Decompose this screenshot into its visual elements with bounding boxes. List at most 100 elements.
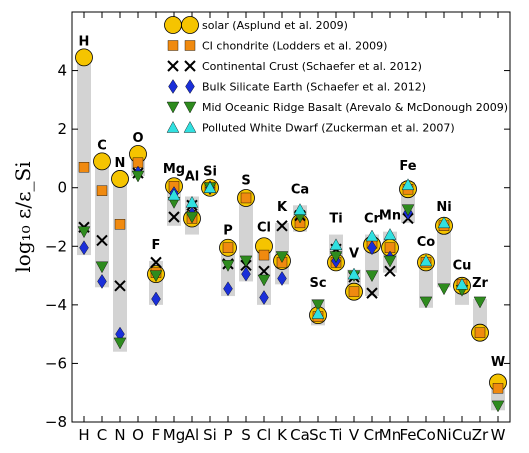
element-label-o: O (132, 131, 143, 146)
point-triangle-down-co (419, 296, 433, 309)
point-x-k (276, 220, 288, 232)
point-triangle-up-mg (167, 188, 181, 201)
x-tick-label-ti: Ti (329, 426, 343, 444)
point-triangle-down-cl (257, 274, 271, 287)
x-tick-label-fe: Fe (399, 426, 416, 444)
point-diamond-h (79, 240, 89, 256)
x-tick-label-cu: Cu (452, 426, 472, 444)
x-tick-label-co: Co (416, 426, 436, 444)
element-label-c: C (97, 138, 107, 153)
point-x-mn (384, 265, 396, 277)
point-triangle-up-v (347, 267, 361, 280)
point-triangle-down-mn (383, 255, 397, 268)
point-x-f (150, 256, 162, 269)
legend-marker (166, 121, 180, 133)
point-triangle-up-ni (437, 216, 451, 229)
x-tick-label-cr: Cr (364, 426, 381, 444)
legend-entry-1: CI chondrite (Lodders et al. 2009) (167, 40, 387, 53)
legend-entry-3: Bulk Silicate Earth (Schaefer et al. 201… (168, 79, 426, 94)
element-label-fe: Fe (399, 159, 416, 174)
element-label-s: S (241, 174, 250, 189)
point-triangle-down-fe (401, 204, 415, 217)
legend-marker (167, 60, 179, 72)
point-triangle-down-h (77, 226, 91, 239)
point-triangle-down-sc (311, 299, 325, 312)
legend: solar (Asplund et al. 2009) CI chondrite … (164, 16, 508, 135)
element-label-mg: Mg (163, 162, 185, 177)
point-triangle-down-k (275, 251, 289, 263)
y-tick-label: 2 (57, 120, 67, 138)
point-square-p (222, 242, 234, 253)
point-diamond-c (97, 274, 107, 289)
point-square-cl (258, 249, 270, 261)
element-label-k: K (277, 200, 288, 215)
legend-marker (166, 101, 180, 114)
series-5 (167, 178, 469, 319)
element-label-f: F (152, 238, 161, 253)
y-tick-label: 0 (57, 179, 67, 197)
y-tick-label: 4 (57, 62, 67, 80)
x-tick-label-al: Al (185, 426, 199, 444)
x-tick-label-sc: Sc (309, 426, 327, 444)
y-tick-label: −2 (45, 237, 67, 255)
legend-marker (184, 60, 196, 72)
x-tick-label-zr: Zr (472, 426, 489, 444)
x-tick-label-v: V (349, 426, 360, 444)
point-triangle-up-ca (293, 203, 307, 215)
point-triangle-up-si (203, 181, 217, 193)
x-tick-label-f: F (152, 426, 161, 444)
point-triangle-up-co (419, 254, 433, 267)
legend-marker (185, 79, 195, 94)
point-diamond-s (241, 266, 251, 282)
point-diamond-k (277, 271, 287, 286)
point-x-mg (168, 211, 180, 223)
element-label-al: Al (185, 169, 200, 184)
element-label-si: Si (203, 164, 217, 179)
point-triangle-down-n (113, 337, 127, 350)
x-tick-label-cl: Cl (257, 426, 272, 444)
range-bar-h (77, 58, 91, 256)
point-triangle-down-p (221, 260, 235, 272)
element-label-w: W (491, 355, 505, 370)
point-x-n (114, 280, 126, 292)
point-circle-c (93, 152, 111, 171)
point-triangle-down-f (149, 270, 163, 282)
legend-label: solar (Asplund et al. 2009) (202, 19, 348, 32)
point-triangle-up-fe (401, 178, 415, 190)
point-triangle-down-o (131, 170, 145, 183)
x-tick-label-k: K (277, 426, 288, 444)
legend-entry-4: Mid Oceanic Ridge Basalt (Arevalo & McDo… (166, 101, 508, 114)
element-label-ti: Ti (329, 212, 342, 227)
legend-marker (183, 101, 197, 114)
point-square-h (78, 162, 90, 173)
legend-marker (164, 16, 182, 34)
element-label-n: N (115, 156, 126, 171)
point-circle-n (111, 170, 129, 188)
point-triangle-down-s (239, 255, 253, 268)
legend-label: Polluted White Dwarf (Zuckerman et al. 2… (202, 122, 455, 135)
point-triangle-down-cr (365, 270, 379, 282)
element-label-p: P (223, 223, 233, 238)
y-tick-label: −6 (45, 354, 67, 372)
point-x-cr (366, 287, 378, 299)
element-label-sc: Sc (309, 276, 326, 291)
x-tick-label-c: C (97, 426, 107, 444)
point-triangle-down-ni (437, 283, 451, 296)
x-tick-label-w: W (491, 426, 506, 444)
legend-entry-5: Polluted White Dwarf (Zuckerman et al. 2… (166, 121, 455, 135)
element-label-co: Co (417, 235, 436, 250)
legend-entry-2: Continental Crust (Schaefer et al. 2012) (167, 60, 422, 73)
point-square-n (114, 219, 126, 230)
point-triangle-up-cu (455, 277, 469, 290)
x-tick-label-h: H (78, 426, 89, 444)
point-square-w (492, 383, 504, 394)
legend-label: CI chondrite (Lodders et al. 2009) (202, 40, 387, 53)
point-triangle-down-al (185, 211, 199, 224)
legend-label: Bulk Silicate Earth (Schaefer et al. 201… (202, 81, 426, 94)
plot-frame (71, 11, 511, 423)
point-triangle-up-sc (311, 307, 325, 319)
x-tick-label-s: S (241, 426, 251, 444)
legend-entry-0: solar (Asplund et al. 2009) (164, 16, 348, 34)
